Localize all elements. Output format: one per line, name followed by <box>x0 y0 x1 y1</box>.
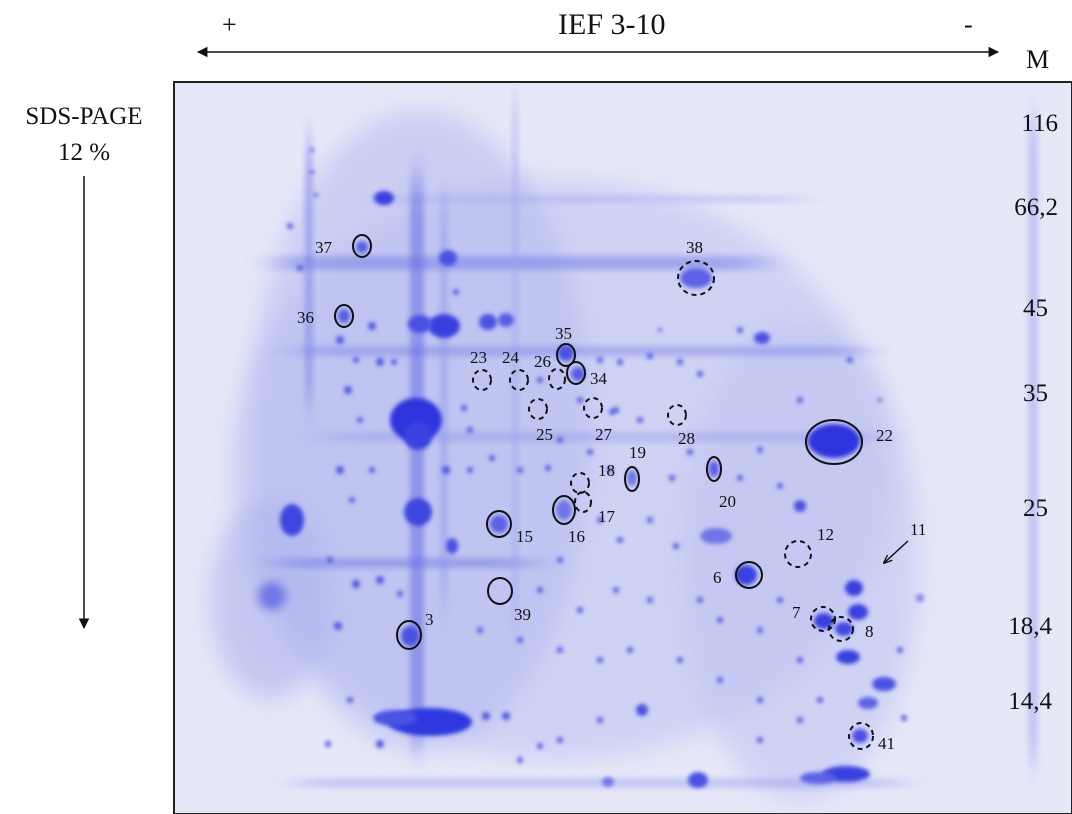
spot-label-23: 23 <box>470 348 487 367</box>
spot-label-8: 8 <box>865 622 874 641</box>
spot-label-17: 17 <box>598 507 616 526</box>
dashed-spot-markers <box>472 260 874 750</box>
spot-label-20: 20 <box>719 492 736 511</box>
ief-minus-sign: - <box>964 10 973 39</box>
spot-label-19: 19 <box>629 443 646 462</box>
mw-marker-116: 116 <box>1021 110 1058 137</box>
mw-marker-25: 25 <box>1023 495 1048 522</box>
mw-marker-14-4: 14,4 <box>1008 688 1052 715</box>
spot-label-37: 37 <box>315 238 333 257</box>
spot-circle-3 <box>396 620 422 650</box>
spot-circle-41 <box>848 722 874 750</box>
mw-markers: 116 66,2 45 35 25 18,4 14,4 <box>1008 110 1058 715</box>
spot-circle-26 <box>548 368 566 390</box>
spot-circle-19 <box>624 466 640 492</box>
spot-circle-35 <box>556 343 576 367</box>
spot-circle-38 <box>677 260 715 296</box>
mw-marker-66-2: 66,2 <box>1014 194 1058 221</box>
spot-circle-28 <box>667 404 687 426</box>
spot-circle-18 <box>570 472 590 494</box>
spot-circle-25 <box>528 398 548 420</box>
ief-title: IEF 3-10 <box>558 8 666 41</box>
mw-marker-18-4: 18,4 <box>1008 613 1052 640</box>
spot-label-41: 41 <box>878 734 895 753</box>
spot-label-12: 12 <box>817 525 834 544</box>
spot-circle-8 <box>828 616 854 642</box>
spot-circle-12 <box>784 540 812 568</box>
gel-stain <box>210 100 1038 800</box>
sds-page-label: SDS-PAGE <box>25 103 142 130</box>
spot-label-27: 27 <box>595 425 613 444</box>
spot-circle-37 <box>352 234 372 258</box>
spot-circle-27 <box>583 397 603 419</box>
spot-label-11: 11 <box>910 520 926 539</box>
spot-circle-22 <box>805 419 863 465</box>
sds-page-percent: 12 % <box>58 139 110 166</box>
spot-label-16: 16 <box>568 527 585 546</box>
spot-label-18: 18 <box>598 461 615 480</box>
spot-11-pointer-arrow <box>884 540 909 563</box>
spot-label-6: 6 <box>713 568 722 587</box>
spot-circle-34 <box>566 361 586 385</box>
spot-circle-36 <box>334 304 354 328</box>
spot-label-22: 22 <box>876 426 893 445</box>
spot-circle-16 <box>552 495 576 525</box>
spot-label-26: 26 <box>534 352 551 371</box>
spot-circle-15 <box>486 510 512 538</box>
spot-label-15: 15 <box>516 527 533 546</box>
spot-label-39: 39 <box>514 605 531 624</box>
spot-circle-20 <box>706 456 722 482</box>
spot-circle-6 <box>735 561 763 589</box>
spot-label-38: 38 <box>686 238 703 257</box>
ief-plus-sign: + <box>222 10 237 39</box>
spot-label-25: 25 <box>536 425 553 444</box>
spot-circle-24 <box>509 369 529 391</box>
spot-label-24: 24 <box>502 348 520 367</box>
mw-marker-35: 35 <box>1023 380 1048 407</box>
spot-labels: 37 38 36 35 23 24 26 34 25 27 28 22 19 1… <box>297 238 926 753</box>
spot-label-3: 3 <box>425 610 434 629</box>
marker-column-label: M <box>1026 45 1049 74</box>
spot-label-7: 7 <box>792 603 801 622</box>
spot-circle-39 <box>487 577 513 605</box>
spot-circle-17 <box>574 491 592 513</box>
solid-spot-markers <box>334 234 863 650</box>
mw-marker-45: 45 <box>1023 295 1048 322</box>
spot-label-34: 34 <box>590 369 608 388</box>
spot-label-35: 35 <box>555 324 572 343</box>
spot-circle-23 <box>472 369 492 391</box>
spot-label-36: 36 <box>297 308 314 327</box>
spot-label-28: 28 <box>678 429 695 448</box>
